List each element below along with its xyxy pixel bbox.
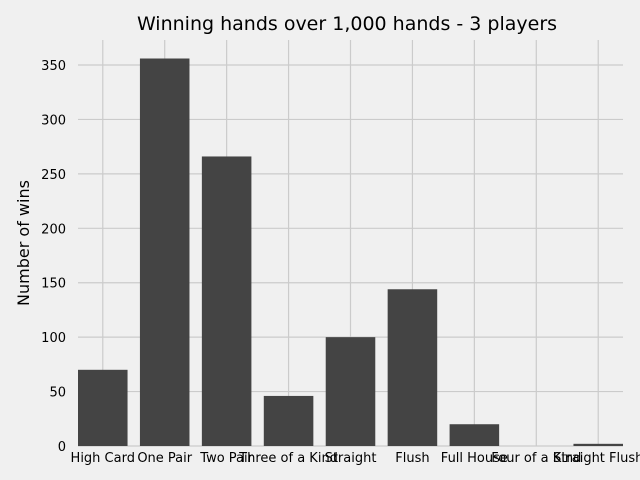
y-tick-label: 100	[41, 331, 66, 346]
y-tick-label: 250	[41, 168, 66, 183]
x-tick-label: Two Pair	[199, 451, 253, 466]
bar-full-house	[449, 424, 500, 446]
bar-three-of-a-kind	[263, 395, 314, 446]
bar-flush	[387, 289, 438, 446]
x-tick-label: Straight	[325, 451, 377, 466]
y-axis-label: Number of wins	[14, 180, 33, 306]
bar-two-pair	[201, 156, 252, 446]
x-tick-label: Straight Flush	[553, 451, 640, 466]
y-tick-label: 150	[41, 277, 66, 292]
x-tick-label: Three of a Kind	[238, 451, 338, 466]
x-tick-label: Four of a Kind	[491, 451, 581, 466]
x-tick-label: High Card	[71, 451, 135, 466]
y-tick-label: 300	[41, 113, 66, 128]
x-tick-label: Flush	[395, 451, 429, 466]
y-tick-label: 350	[41, 59, 66, 74]
y-tick-label: 200	[41, 222, 66, 237]
bar-straight	[325, 337, 376, 446]
bar-one-pair	[139, 58, 190, 446]
y-tick-labels: 0 50 100 150 200 250 300 350	[41, 59, 66, 455]
chart-title: Winning hands over 1,000 hands - 3 playe…	[137, 13, 557, 35]
bar-straight-flush	[573, 443, 623, 446]
y-tick-label: 0	[58, 440, 66, 455]
x-tick-label: Full House	[441, 451, 508, 466]
bars	[78, 58, 623, 446]
x-tick-label: One Pair	[137, 451, 192, 466]
y-tick-label: 50	[49, 386, 66, 401]
bar-high-card	[78, 369, 128, 446]
